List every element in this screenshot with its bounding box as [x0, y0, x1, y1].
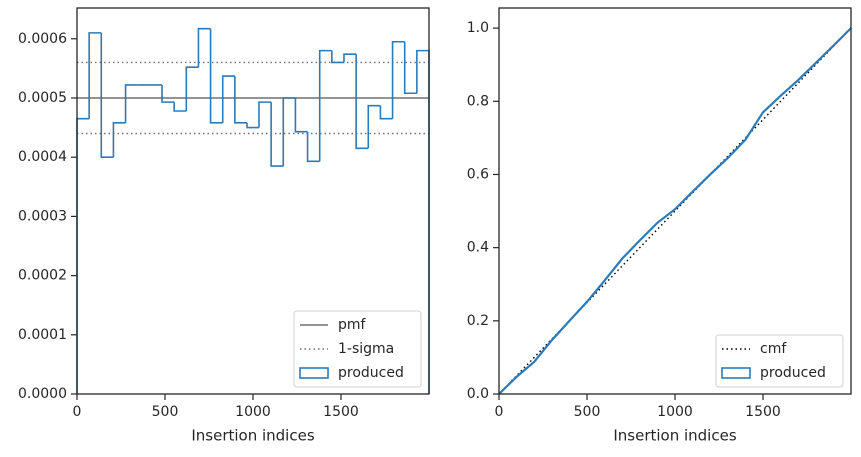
legend-label: produced: [338, 365, 404, 381]
histogram-step: [76, 117, 90, 394]
histogram-step: [100, 32, 114, 158]
legend-label: pmf: [338, 317, 367, 333]
x-tick-label: 0: [495, 404, 504, 420]
x-tick-label: 1500: [745, 404, 781, 420]
x-tick-label: 1000: [657, 404, 693, 420]
y-tick-label: 0.0005: [18, 90, 67, 106]
x-tick-label: 500: [574, 404, 601, 420]
histogram-step: [343, 53, 357, 63]
x-tick-label: 1500: [323, 404, 359, 420]
histogram-step: [209, 28, 223, 124]
histogram-step: [391, 40, 405, 119]
y-tick-label: 0.0002: [18, 268, 67, 284]
y-tick-label: 0.0006: [18, 31, 67, 47]
legend-label: cmf: [760, 341, 787, 357]
legend: cmf produced: [715, 334, 844, 388]
histogram-step: [282, 97, 296, 167]
histogram-step: [294, 97, 308, 133]
y-tick-label: 0.2: [467, 313, 489, 329]
histogram-step: [258, 101, 272, 128]
y-tick-label: 0.0004: [18, 149, 67, 165]
histogram-step: [246, 122, 259, 129]
histogram-step: [234, 76, 248, 124]
histogram-step: [403, 41, 417, 95]
histogram-step: [355, 54, 369, 150]
legend-label: 1-sigma: [338, 341, 394, 357]
legend-swatch: [299, 367, 329, 379]
histogram-step: [306, 131, 320, 163]
y-tick-label: 0.0001: [18, 327, 67, 343]
legend-swatch: [721, 367, 751, 379]
y-tick-label: 0.0003: [18, 208, 67, 224]
axes-frame: [76, 7, 430, 395]
y-tick-label: 0.0: [467, 386, 489, 402]
histogram-step: [221, 75, 235, 123]
legend-frame: [715, 334, 844, 388]
line-series: [498, 27, 852, 395]
x-axis-label: Insertion indices: [191, 427, 314, 445]
histogram-step: [185, 66, 199, 112]
histogram-step: [367, 104, 381, 149]
x-tick-label: 0: [73, 404, 82, 420]
y-tick-label: 0.4: [467, 240, 489, 256]
histogram-step: [173, 102, 187, 112]
legend: pmf 1-sigma produced: [293, 310, 422, 388]
histogram-step: [197, 27, 211, 68]
histogram-step: [112, 122, 126, 158]
histogram-step: [88, 32, 102, 119]
histogram-step: [318, 49, 332, 162]
histogram-step: [379, 105, 393, 120]
y-tick-label: 0.8: [467, 93, 489, 109]
histogram-step: [270, 102, 284, 167]
histogram-step: [331, 50, 344, 64]
histogram-step: [161, 84, 175, 103]
x-tick-label: 500: [152, 404, 179, 420]
legend-label: produced: [760, 365, 826, 381]
y-tick-label: 0.0000: [18, 386, 67, 402]
x-axis-label: Insertion indices: [613, 427, 736, 445]
y-tick-label: 1.0: [467, 20, 489, 36]
axes-frame: [498, 7, 852, 395]
histogram-step: [124, 84, 138, 123]
line-series: [498, 27, 852, 395]
x-tick-label: 1000: [235, 404, 271, 420]
y-tick-label: 0.6: [467, 166, 489, 182]
